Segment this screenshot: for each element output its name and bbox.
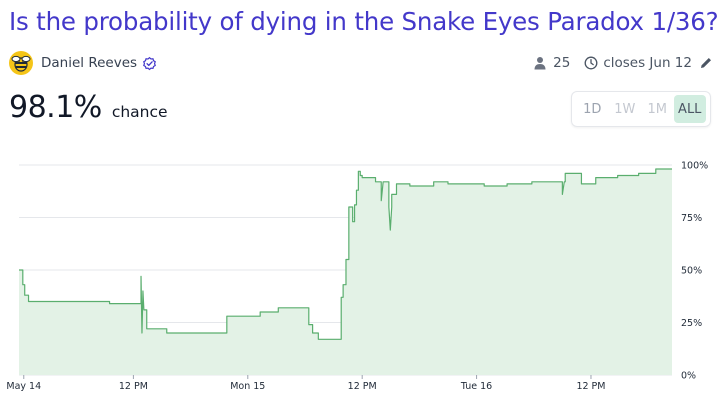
question-title: Is the probability of dying in the Snake… <box>9 7 719 36</box>
traders-count: 25 <box>533 55 570 71</box>
time-range-selector: 1D 1W 1M ALL <box>571 91 711 127</box>
y-tick-label: 50% <box>681 266 702 277</box>
y-tick-label: 0% <box>681 371 696 382</box>
x-tick-label: Tue 16 <box>460 381 492 392</box>
probability-display: 98.1% chance <box>9 90 168 125</box>
series-area <box>19 168 672 375</box>
probability-suffix: chance <box>111 103 168 121</box>
x-tick-label: May 14 <box>6 381 41 392</box>
author-row[interactable]: Daniel Reeves <box>9 51 157 75</box>
close-date: closes Jun 12 <box>584 55 713 71</box>
pencil-edit-icon[interactable] <box>699 56 713 70</box>
close-date-label: closes Jun 12 <box>603 55 692 71</box>
x-tick-label: 12 PM <box>119 381 148 392</box>
range-1m-button[interactable]: 1M <box>647 101 668 117</box>
x-tick-label: 12 PM <box>576 381 605 392</box>
clock-icon <box>584 56 598 70</box>
range-1d-button[interactable]: 1D <box>583 101 602 117</box>
bee-avatar-icon[interactable] <box>9 51 33 75</box>
probability-chart[interactable]: 0% 25% 50% 75% 100% May 14 12 PM Mon 15 12 PM Tu… <box>0 150 722 404</box>
market-meta: 25 closes Jun 12 <box>533 51 713 75</box>
x-tick-label: 12 PM <box>348 381 377 392</box>
y-tick-label: 75% <box>681 213 702 224</box>
chart-plot <box>19 168 672 375</box>
verified-check-icon <box>143 56 157 70</box>
user-icon <box>534 57 546 70</box>
x-axis: May 14 12 PM Mon 15 12 PM Tue 16 12 PM <box>6 375 605 392</box>
traders-count-value: 25 <box>553 55 571 71</box>
y-tick-label: 25% <box>681 318 702 329</box>
probability-value: 98.1% <box>9 90 102 125</box>
x-tick-label: Mon 15 <box>230 381 265 392</box>
series-line <box>19 168 672 340</box>
y-axis: 0% 25% 50% 75% 100% <box>681 161 708 382</box>
range-1w-button[interactable]: 1W <box>614 101 636 117</box>
y-tick-label: 100% <box>681 161 708 172</box>
range-all-button[interactable]: ALL <box>673 95 706 123</box>
author-name[interactable]: Daniel Reeves <box>41 55 138 71</box>
